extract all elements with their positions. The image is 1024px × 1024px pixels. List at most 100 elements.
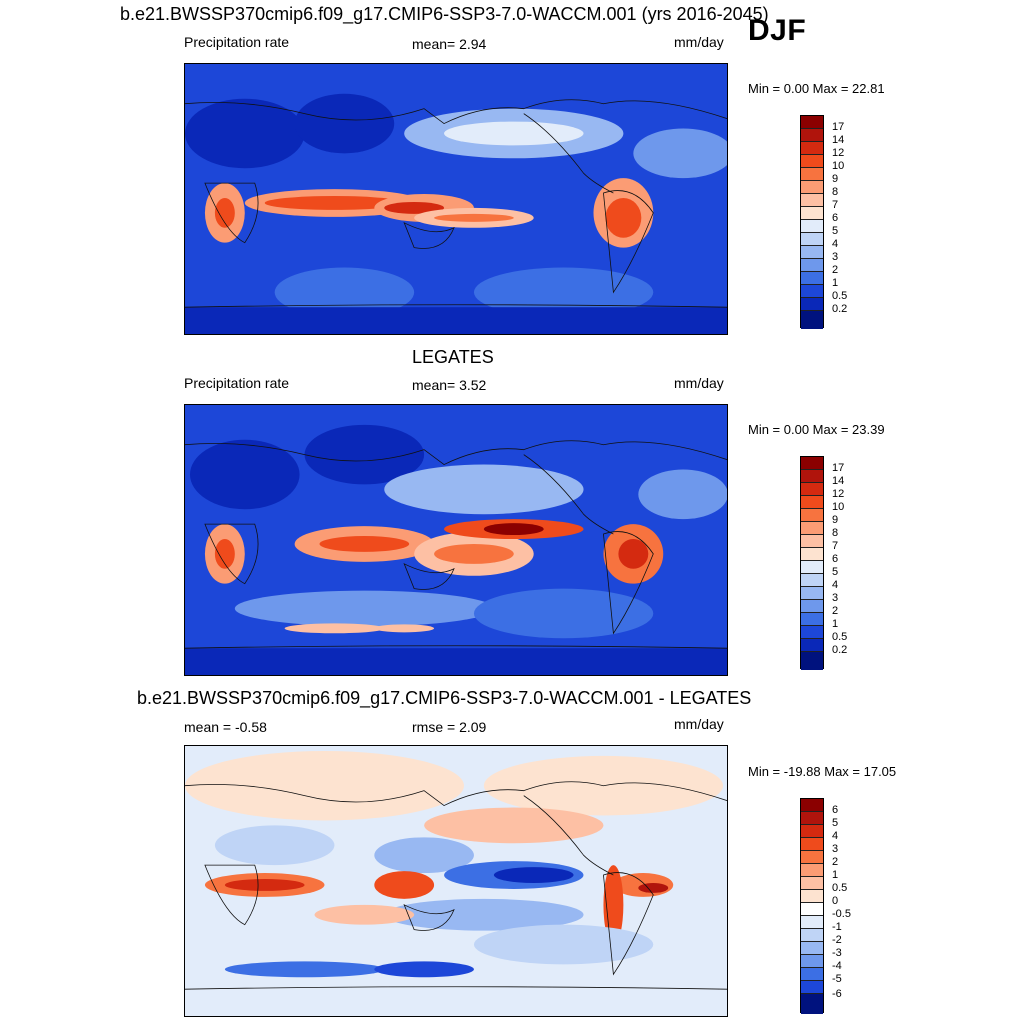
colorbar-label: 1	[832, 277, 839, 289]
colorbar-swatch	[801, 259, 823, 272]
colorbar-swatch	[801, 799, 823, 812]
colorbar-label: 9	[832, 514, 839, 526]
colorbar-swatch	[801, 168, 823, 181]
colorbar-label: 14	[832, 134, 845, 146]
colorbar-swatch	[801, 851, 823, 864]
panel1-colorbar	[800, 115, 824, 329]
colorbar-swatch	[801, 968, 823, 981]
panel3-colorbar	[800, 798, 824, 1014]
colorbar-swatch	[801, 483, 823, 496]
colorbar-swatch	[801, 535, 823, 548]
colorbar-swatch	[801, 470, 823, 483]
colorbar-swatch	[801, 981, 823, 994]
colorbar-swatch	[801, 825, 823, 838]
colorbar-label: 12	[832, 147, 845, 159]
panel2-variable-label: Precipitation rate	[184, 375, 290, 391]
panel3-minmax-label: Min = -19.88 Max = 17.05	[748, 764, 897, 779]
colorbar-label: -4	[832, 960, 842, 972]
colorbar-label: 5	[832, 225, 839, 237]
panel2-units-label: mm/day	[674, 375, 724, 391]
colorbar-label: 2	[832, 264, 839, 276]
colorbar-label: 1	[832, 618, 839, 630]
colorbar-swatch	[801, 890, 823, 903]
colorbar-label: 6	[832, 804, 839, 816]
colorbar-swatch	[801, 613, 823, 626]
colorbar-swatch	[801, 155, 823, 168]
panel3-units-label: mm/day	[674, 716, 724, 732]
colorbar-swatch	[801, 916, 823, 929]
colorbar-label: 4	[832, 579, 839, 591]
panel1-minmax-label: Min = 0.00 Max = 22.81	[748, 81, 885, 96]
colorbar-swatch	[801, 929, 823, 942]
colorbar-swatch	[801, 600, 823, 613]
colorbar-swatch	[801, 246, 823, 259]
panel2-mean-label: mean= 3.52	[412, 377, 487, 393]
colorbar-swatch	[801, 522, 823, 535]
colorbar-label: 8	[832, 186, 839, 198]
colorbar-label: 7	[832, 199, 839, 211]
colorbar-label: -2	[832, 934, 842, 946]
colorbar-swatch	[801, 298, 823, 311]
colorbar-swatch	[801, 311, 823, 329]
colorbar-label: 3	[832, 251, 839, 263]
colorbar-swatch	[801, 496, 823, 509]
colorbar-label: 6	[832, 212, 839, 224]
colorbar-label: 8	[832, 527, 839, 539]
colorbar-label: 6	[832, 553, 839, 565]
colorbar-swatch	[801, 864, 823, 877]
panel1-mean-label: mean= 2.94	[412, 36, 487, 52]
colorbar-swatch	[801, 129, 823, 142]
panel2-colorbar	[800, 456, 824, 670]
panel3-rmse-label: rmse = 2.09	[412, 719, 487, 735]
colorbar-label: 2	[832, 856, 839, 868]
panel3-title: b.e21.BWSSP370cmip6.f09_g17.CMIP6-SSP3-7…	[137, 688, 752, 708]
colorbar-label: 4	[832, 830, 839, 842]
colorbar-label: 0.5	[832, 631, 848, 643]
colorbar-label: 10	[832, 501, 845, 513]
colorbar-label: 1	[832, 869, 839, 881]
colorbar-label: 14	[832, 475, 845, 487]
colorbar-label: -0.5	[832, 908, 851, 920]
panel3-difference-map	[184, 745, 728, 1017]
colorbar-swatch	[801, 587, 823, 600]
panel2-title: LEGATES	[412, 347, 494, 367]
colorbar-swatch	[801, 574, 823, 587]
colorbar-label: 5	[832, 566, 839, 578]
colorbar-swatch	[801, 220, 823, 233]
colorbar-label: 2	[832, 605, 839, 617]
season-label: DJF	[748, 14, 807, 47]
colorbar-label: 0	[832, 895, 839, 907]
colorbar-swatch	[801, 877, 823, 890]
colorbar-swatch	[801, 994, 823, 1014]
colorbar-label: 3	[832, 843, 839, 855]
panel1-title: b.e21.BWSSP370cmip6.f09_g17.CMIP6-SSP3-7…	[120, 4, 769, 24]
colorbar-label: -6	[832, 988, 842, 1000]
colorbar-swatch	[801, 561, 823, 574]
colorbar-swatch	[801, 639, 823, 652]
colorbar-label: 12	[832, 488, 845, 500]
panel1-units-label: mm/day	[674, 34, 724, 50]
colorbar-swatch	[801, 626, 823, 639]
colorbar-label: -1	[832, 921, 842, 933]
colorbar-swatch	[801, 903, 823, 916]
colorbar-swatch	[801, 457, 823, 470]
colorbar-label: 7	[832, 540, 839, 552]
colorbar-swatch	[801, 652, 823, 670]
colorbar-label: 3	[832, 592, 839, 604]
colorbar-label: 10	[832, 160, 845, 172]
colorbar-swatch	[801, 838, 823, 851]
colorbar-label: 5	[832, 817, 839, 829]
colorbar-label: 0.5	[832, 290, 848, 302]
colorbar-label: 17	[832, 462, 845, 474]
colorbar-label: 17	[832, 121, 845, 133]
colorbar-label: 0.5	[832, 882, 848, 894]
colorbar-label: 4	[832, 238, 839, 250]
colorbar-label: -3	[832, 947, 842, 959]
colorbar-swatch	[801, 181, 823, 194]
colorbar-label: 9	[832, 173, 839, 185]
colorbar-label: -5	[832, 973, 842, 985]
colorbar-swatch	[801, 116, 823, 129]
colorbar-swatch	[801, 942, 823, 955]
panel3-mean-label: mean = -0.58	[184, 719, 267, 735]
panel2-observed-map	[184, 404, 728, 676]
